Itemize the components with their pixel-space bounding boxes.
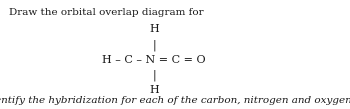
Text: H: H (149, 24, 159, 34)
Text: H – C – N = C = O: H – C – N = C = O (102, 54, 206, 65)
Text: H: H (149, 85, 159, 95)
Text: And identify the hybridization for each of the carbon, nitrogen and oxygen atoms: And identify the hybridization for each … (0, 96, 350, 105)
Text: |: | (152, 70, 156, 81)
Text: |: | (152, 40, 156, 51)
Text: Draw the orbital overlap diagram for: Draw the orbital overlap diagram for (9, 8, 203, 17)
